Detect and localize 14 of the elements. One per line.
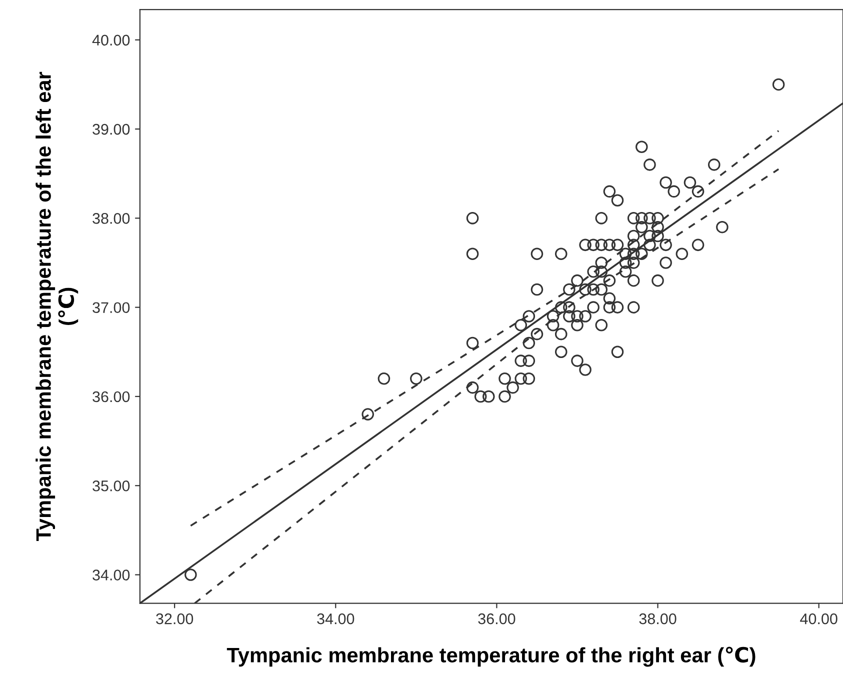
x-tick-label: 40.00 — [800, 613, 838, 624]
y-axis-title: Tympanic membrane temperature of the left ear (℃) — [36, 72, 78, 542]
x-tick-label: 36.00 — [478, 613, 516, 624]
y-tick-label: 36.00 — [92, 391, 130, 402]
x-tick-label: 38.00 — [639, 613, 676, 624]
y-tick-label: 38.00 — [92, 213, 130, 224]
x-tick-label: 32.00 — [156, 613, 194, 624]
x-tick-label: 34.00 — [317, 613, 354, 624]
y-tick-label: 40.00 — [92, 34, 130, 46]
y-tick-label: 35.00 — [92, 480, 130, 492]
y-tick-label: 37.00 — [92, 302, 130, 314]
x-axis-title: Tympanic membrane temperature of the right ear (℃) — [226, 646, 756, 667]
y-tick-label: 39.00 — [92, 124, 130, 135]
y-tick-label: 34.00 — [92, 570, 130, 580]
